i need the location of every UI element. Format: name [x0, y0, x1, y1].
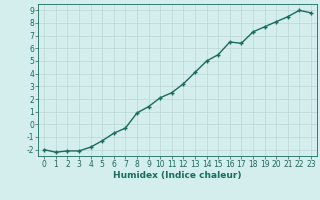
X-axis label: Humidex (Indice chaleur): Humidex (Indice chaleur)	[113, 171, 242, 180]
